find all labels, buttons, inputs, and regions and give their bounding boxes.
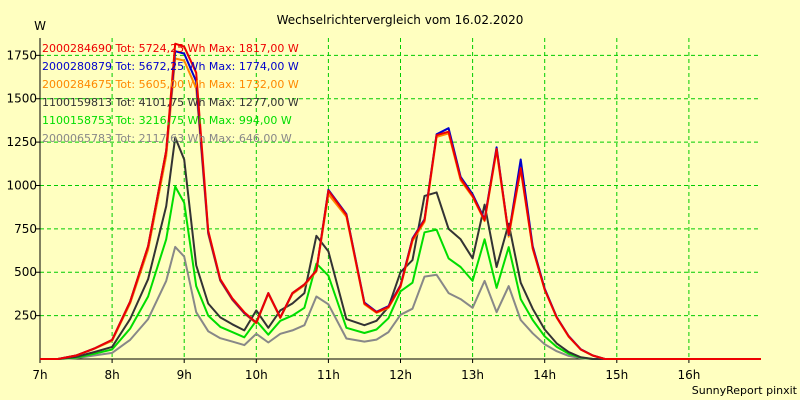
- x-tick-label: 16h: [677, 368, 700, 382]
- y-tick-label: 1250: [6, 135, 37, 149]
- x-tick-label: 14h: [533, 368, 556, 382]
- x-tick-label: 13h: [461, 368, 484, 382]
- series-line-2000284690: [40, 42, 761, 360]
- y-axis-label: W: [34, 19, 46, 33]
- legend-entry-2000284690: 2000284690 Tot: 5724,25 Wh Max: 1817,00 …: [42, 42, 299, 55]
- legend-entry-2000280879: 2000280879 Tot: 5672,25 Wh Max: 1774,00 …: [42, 60, 299, 73]
- x-tick-label: 8h: [104, 368, 119, 382]
- y-tick-label: 250: [14, 309, 37, 323]
- y-tick-label: 500: [14, 265, 37, 279]
- legend-entry-2000284675: 2000284675 Tot: 5605,00 Wh Max: 1732,00 …: [42, 78, 299, 91]
- legend-entry-1100159813: 1100159813 Tot: 4101,75 Wh Max: 1277,00 …: [42, 96, 299, 109]
- footer-credit: SunnyReport pinxit: [692, 384, 798, 397]
- x-tick-label: 12h: [389, 368, 412, 382]
- series-lines: [40, 42, 761, 360]
- x-tick-label: 11h: [317, 368, 340, 382]
- x-tick-label: 9h: [177, 368, 192, 382]
- y-tick-label: 1000: [6, 178, 37, 192]
- x-tick-label: 7h: [32, 368, 47, 382]
- legend-entry-2000065783: 2000065783 Tot: 2117,63 Wh Max: 646,00 W: [42, 132, 292, 145]
- y-tick-label: 1750: [6, 48, 37, 62]
- y-tick-label: 1500: [6, 92, 37, 106]
- chart-title: Wechselrichtervergleich vom 16.02.2020: [277, 13, 524, 27]
- y-tick-label: 750: [14, 222, 37, 236]
- x-tick-label: 15h: [605, 368, 628, 382]
- legend-entry-1100158753: 1100158753 Tot: 3216,75 Wh Max: 994,00 W: [42, 114, 292, 127]
- axis-ticks: 250 500 750 1000 1250 1500 1750 7h 8h 9h 10h 11h 12h…: [6, 38, 761, 382]
- legend: 2000284690 Tot: 5724,25 Wh Max: 1817,00 …: [42, 42, 299, 145]
- x-tick-label: 10h: [245, 368, 268, 382]
